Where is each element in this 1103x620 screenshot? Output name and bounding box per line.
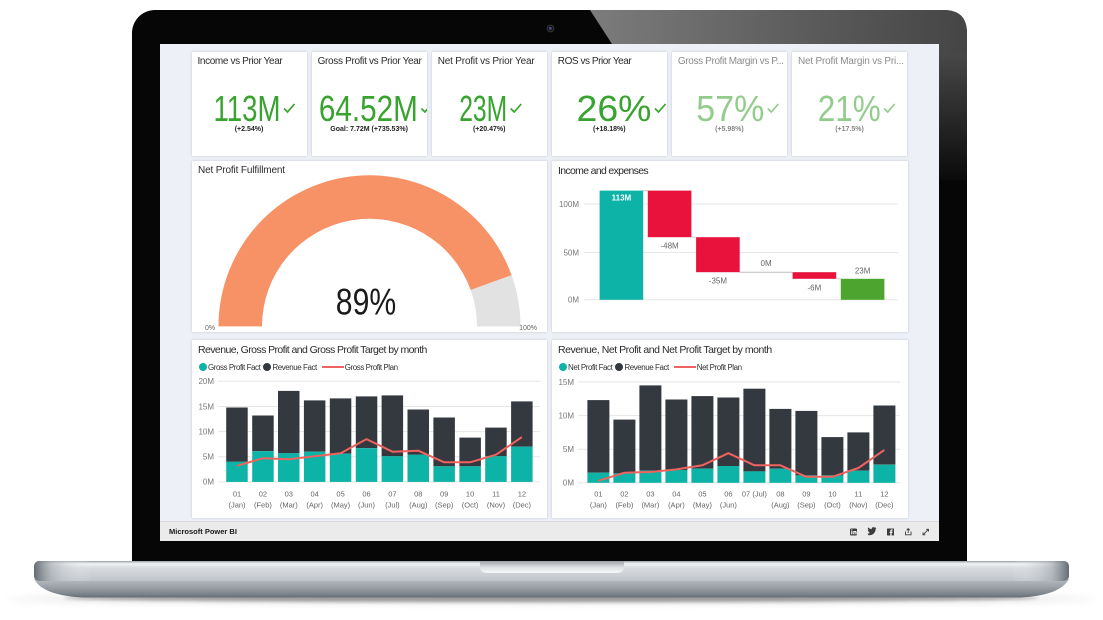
svg-text:(Feb): (Feb) [254,500,272,509]
svg-text:-6M: -6M [808,283,822,292]
svg-text:01: 01 [594,489,602,498]
svg-text:12: 12 [880,489,888,498]
svg-text:04: 04 [672,489,680,498]
svg-text:01: 01 [233,489,241,498]
svg-text:26%: 26% [576,88,651,129]
svg-text:10M: 10M [558,411,574,420]
svg-text:05: 05 [336,489,344,498]
svg-text:(Sep): (Sep) [435,500,454,509]
svg-text:(Oct): (Oct) [824,500,841,509]
svg-text:(Apr): (Apr) [306,500,323,509]
svg-text:08: 08 [776,489,784,498]
svg-text:-48M: -48M [660,241,679,250]
svg-text:0M: 0M [203,477,214,486]
svg-text:(Dec): (Dec) [875,500,894,509]
svg-text:10: 10 [466,489,474,498]
svg-text:03: 03 [646,489,654,498]
svg-text:23M: 23M [855,266,871,275]
svg-text:09: 09 [440,489,448,498]
svg-text:21%: 21% [818,88,881,129]
svg-text:(Mar): (Mar) [280,500,298,509]
svg-text:(May): (May) [693,500,713,509]
svg-text:02: 02 [620,489,628,498]
svg-text:-35M: -35M [709,276,728,285]
svg-text:15M: 15M [558,377,574,386]
svg-text:(May): (May) [331,500,351,509]
svg-text:5M: 5M [203,452,214,461]
svg-text:05: 05 [698,489,706,498]
svg-text:0M: 0M [761,259,772,268]
svg-text:10M: 10M [198,427,214,436]
svg-text:113M: 113M [612,193,632,202]
svg-text:15M: 15M [198,402,214,411]
svg-text:89%: 89% [336,281,396,322]
svg-text:(Feb): (Feb) [615,500,633,509]
svg-text:(Nov): (Nov) [487,500,506,509]
svg-text:(Jun): (Jun) [720,500,738,509]
svg-text:(Mar): (Mar) [641,500,659,509]
svg-text:(Jan): (Jan) [590,500,608,509]
svg-text:20M: 20M [198,377,214,386]
svg-text:10: 10 [828,489,836,498]
svg-text:03: 03 [285,489,293,498]
svg-text:5M: 5M [563,445,574,454]
svg-text:(Jan): (Jan) [228,500,246,509]
svg-text:100M: 100M [559,199,579,208]
svg-text:113M: 113M [213,88,280,129]
svg-text:(Jul): (Jul) [385,500,400,509]
svg-text:07 (Jul): 07 (Jul) [742,489,768,498]
svg-text:11: 11 [855,489,863,498]
svg-text:(Aug): (Aug) [771,500,790,509]
svg-text:04: 04 [311,489,319,498]
svg-text:23M: 23M [459,88,507,129]
svg-text:02: 02 [259,489,267,498]
svg-text:(Aug): (Aug) [409,500,428,509]
svg-text:(Jun): (Jun) [358,500,376,509]
svg-text:(Sep): (Sep) [797,500,816,509]
svg-text:0%: 0% [205,325,215,332]
svg-text:64.52M: 64.52M [318,88,417,129]
svg-text:(Nov): (Nov) [849,500,868,509]
svg-text:57%: 57% [696,88,764,129]
svg-text:07: 07 [388,489,396,498]
svg-text:100%: 100% [519,325,537,332]
svg-text:50M: 50M [563,248,579,257]
svg-text:06: 06 [362,489,370,498]
svg-text:(Dec): (Dec) [513,500,532,509]
svg-text:0M: 0M [563,478,574,487]
svg-text:09: 09 [802,489,810,498]
svg-text:06: 06 [724,489,732,498]
svg-text:08: 08 [414,489,422,498]
svg-text:11: 11 [492,489,500,498]
svg-text:(Apr): (Apr) [668,500,685,509]
svg-text:0M: 0M [568,295,579,304]
svg-text:(Oct): (Oct) [462,500,479,509]
svg-text:12: 12 [518,489,526,498]
